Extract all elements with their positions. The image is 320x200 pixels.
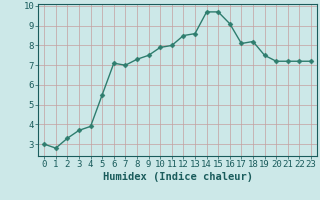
X-axis label: Humidex (Indice chaleur): Humidex (Indice chaleur) [103,172,252,182]
